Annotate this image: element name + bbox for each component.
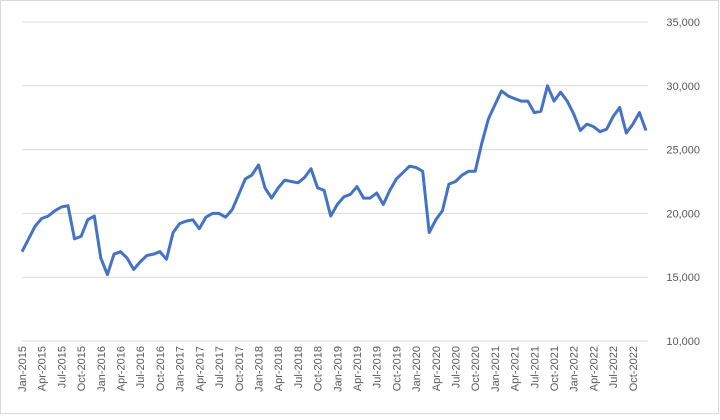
x-tick-label: Apr-2021	[510, 346, 522, 391]
x-tick-label: Oct-2018	[313, 346, 325, 391]
y-tick-label: 20,000	[666, 208, 700, 220]
x-tick-label: Apr-2015	[37, 346, 49, 391]
x-tick-label: Apr-2018	[273, 346, 285, 391]
y-tick-label: 30,000	[666, 81, 700, 93]
data-line	[20, 84, 648, 277]
x-tick-label: Oct-2019	[391, 346, 403, 391]
x-tick-label: Oct-2022	[628, 346, 640, 391]
y-tick-label: 25,000	[666, 145, 700, 157]
x-tick-label: Jul-2016	[135, 346, 147, 388]
y-tick-label: 10,000	[666, 336, 700, 348]
x-tick-label: Jul-2022	[608, 346, 620, 388]
y-tick-label: 15,000	[666, 272, 700, 284]
x-tick-label: Jan-2015	[17, 346, 29, 392]
x-tick-label: Apr-2019	[352, 346, 364, 391]
x-tick-label: Jul-2019	[372, 346, 384, 388]
x-tick-label: Oct-2015	[76, 346, 88, 391]
x-tick-label: Jul-2021	[529, 346, 541, 388]
x-tick-label: Apr-2017	[194, 346, 206, 391]
x-tick-label: Apr-2022	[588, 346, 600, 391]
x-tick-label: Jan-2017	[175, 346, 187, 392]
y-tick-label: 35,000	[666, 17, 700, 29]
x-tick-label: Jul-2017	[214, 346, 226, 388]
x-tick-label: Jul-2015	[56, 346, 68, 388]
x-tick-label: Jul-2020	[451, 346, 463, 388]
x-tick-label: Jan-2021	[490, 346, 502, 392]
x-tick-label: Jan-2016	[96, 346, 108, 392]
x-tick-label: Oct-2016	[155, 346, 167, 391]
x-tick-label: Jan-2022	[569, 346, 581, 392]
x-tick-label: Jan-2019	[332, 346, 344, 392]
x-tick-label: Oct-2020	[470, 346, 482, 391]
x-tick-label: Oct-2021	[549, 346, 561, 391]
x-tick-label: Jan-2018	[253, 346, 265, 392]
x-tick-label: Oct-2017	[234, 346, 246, 391]
x-tick-label: Jul-2018	[293, 346, 305, 388]
x-tick-label: Jan-2020	[411, 346, 423, 392]
x-tick-label: Apr-2020	[431, 346, 443, 391]
x-tick-label: Apr-2016	[116, 346, 128, 391]
